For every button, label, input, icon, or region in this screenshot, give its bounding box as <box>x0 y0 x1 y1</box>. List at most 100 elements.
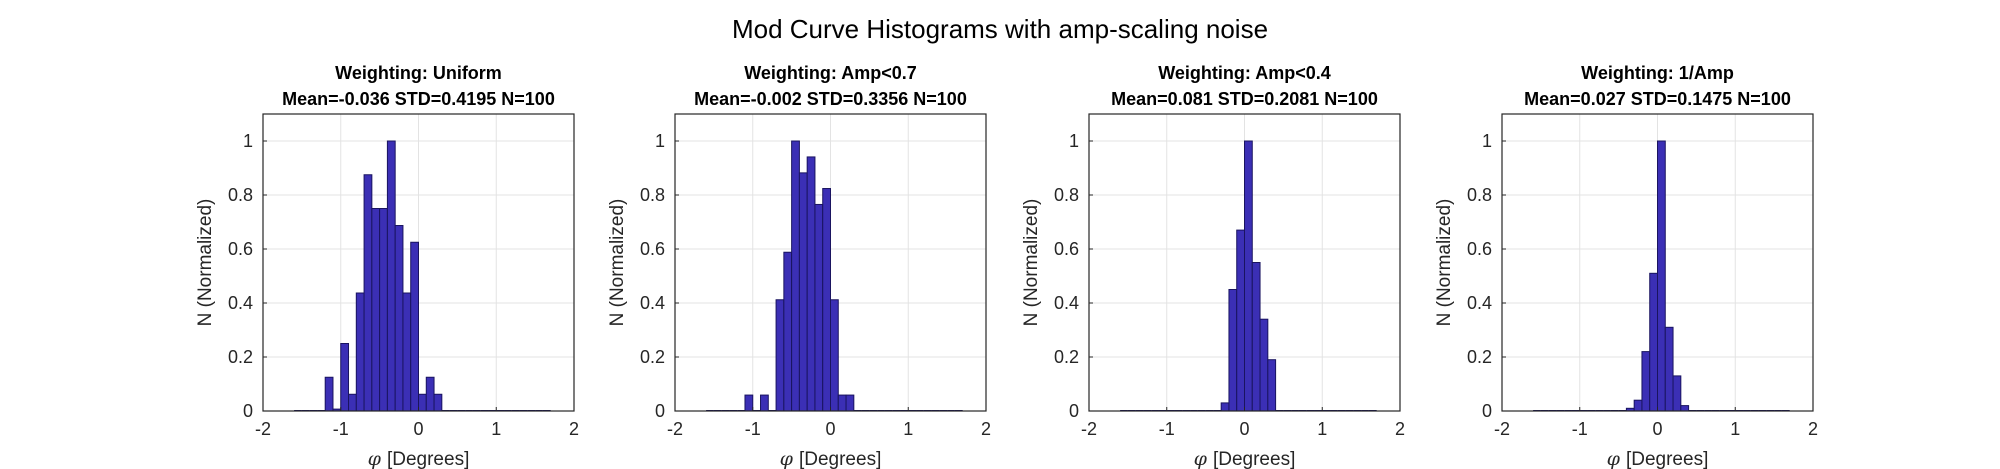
phi-symbol: φ <box>1194 448 1208 469</box>
y-tick-label: 0 <box>1069 401 1079 421</box>
x-axis-label: φ [Degrees] <box>1194 448 1296 469</box>
x-axis-unit: [Degrees] <box>1213 449 1295 469</box>
histogram-bar <box>1633 399 1643 412</box>
histogram-bar <box>1680 405 1690 412</box>
y-tick-label: 0.2 <box>1467 347 1492 367</box>
x-tick-label: -1 <box>1159 419 1175 439</box>
histogram-bar <box>1649 272 1658 412</box>
histogram-bar <box>798 172 808 412</box>
x-tick-label: -2 <box>1494 419 1510 439</box>
histogram-panel-2: -2 -1 0 1 2 0 0.2 0.4 0.6 0.8 1 Weighting: Amp<0.7 M… <box>607 63 991 469</box>
y-axis-label: N (Normalized) <box>195 199 216 327</box>
y-tick-label: 1 <box>243 131 253 151</box>
x-tick-label: 2 <box>981 419 991 439</box>
y-tick-label: 0.4 <box>1054 293 1079 313</box>
y-axis-label: N (Normalized) <box>1434 199 1455 327</box>
histogram-bar <box>371 208 381 412</box>
x-axis-unit: [Degrees] <box>387 449 469 469</box>
histogram-bar <box>806 156 816 412</box>
y-tick-label: 0.2 <box>228 347 253 367</box>
histogram-panel-3: -2 -1 0 1 2 0 0.2 0.4 0.6 0.8 1 Weighting: Amp<0.4 M… <box>1021 63 1405 469</box>
x-tick-label: 0 <box>1239 419 1249 439</box>
phi-symbol: φ <box>368 448 382 469</box>
histogram-bar <box>402 292 412 412</box>
y-axis-label: N (Normalized) <box>1021 199 1042 327</box>
y-tick-label: 1 <box>655 131 665 151</box>
histogram-bar <box>363 174 373 412</box>
panel-title-stats: Mean=-0.036 STD=0.4195 N=100 <box>282 89 555 109</box>
x-tick-label: 1 <box>491 419 501 439</box>
histogram-bar <box>845 394 855 412</box>
x-tick-label: 2 <box>569 419 579 439</box>
histogram-bar <box>1236 229 1245 412</box>
x-tick-label: 0 <box>413 419 423 439</box>
histogram-bar <box>348 393 357 412</box>
panel-title-weighting: Weighting: Amp<0.4 <box>1158 63 1331 83</box>
histogram-bar <box>775 299 785 412</box>
panel-title-weighting: Weighting: Amp<0.7 <box>744 63 917 83</box>
y-tick-label: 0.2 <box>640 347 665 367</box>
histogram-bar <box>1641 351 1651 412</box>
histogram-bar <box>324 376 334 412</box>
x-tick-label: -2 <box>667 419 683 439</box>
y-tick-label: 0.8 <box>1467 185 1492 205</box>
x-tick-label: 2 <box>1395 419 1405 439</box>
x-tick-label: -1 <box>1572 419 1588 439</box>
histogram-bar <box>340 343 350 412</box>
histogram-bar <box>394 225 404 412</box>
x-tick-label: -2 <box>255 419 271 439</box>
y-tick-label: 0.2 <box>1054 347 1079 367</box>
histogram-bar <box>433 393 443 412</box>
y-axis-label: N (Normalized) <box>607 199 628 327</box>
histogram-bar <box>410 241 420 412</box>
histogram-bar <box>1244 140 1253 412</box>
y-tick-label: 0.6 <box>228 239 253 259</box>
histogram-bar <box>1672 375 1682 412</box>
panel-title-weighting: Weighting: 1/Amp <box>1581 63 1734 83</box>
histogram-bar <box>425 376 435 412</box>
y-tick-label: 1 <box>1482 131 1492 151</box>
histogram-bar <box>355 292 365 412</box>
y-tick-label: 0 <box>243 401 253 421</box>
histogram-bar <box>760 394 769 412</box>
panel-title-stats: Mean=0.081 STD=0.2081 N=100 <box>1111 89 1378 109</box>
histogram-bar <box>783 251 793 412</box>
histogram-bar <box>1664 326 1674 412</box>
y-tick-label: 0.4 <box>1467 293 1492 313</box>
histogram-panels: -2 -1 0 1 2 0 0.2 0.4 0.6 0.8 1 Weighting: Uniform M… <box>195 63 1818 469</box>
x-tick-label: 1 <box>1730 419 1740 439</box>
histogram-bar <box>379 208 388 412</box>
x-axis-label: φ [Degrees] <box>1607 448 1709 469</box>
panel-title-stats: Mean=-0.002 STD=0.3356 N=100 <box>694 89 967 109</box>
y-tick-label: 0.4 <box>640 293 665 313</box>
x-tick-label: -1 <box>333 419 349 439</box>
x-tick-label: -1 <box>745 419 761 439</box>
histogram-bar <box>386 140 396 412</box>
histogram-bar <box>1228 289 1238 412</box>
x-axis-unit: [Degrees] <box>799 449 881 469</box>
histogram-bar <box>1220 402 1230 412</box>
histogram-bar <box>814 203 824 412</box>
x-axis-label: φ [Degrees] <box>368 448 470 469</box>
histogram-bar <box>1251 262 1261 412</box>
y-tick-label: 0.4 <box>228 293 253 313</box>
y-tick-label: 0 <box>655 401 665 421</box>
histogram-bar <box>837 394 847 412</box>
x-axis-label: φ [Degrees] <box>780 448 882 469</box>
x-tick-label: -2 <box>1081 419 1097 439</box>
y-tick-label: 0.6 <box>1467 239 1492 259</box>
histogram-bar <box>1267 359 1277 412</box>
x-tick-label: 1 <box>1317 419 1327 439</box>
histogram-panel-1: -2 -1 0 1 2 0 0.2 0.4 0.6 0.8 1 Weighting: Uniform M… <box>195 63 579 469</box>
phi-symbol: φ <box>1607 448 1621 469</box>
histogram-bar <box>791 140 800 412</box>
histogram-panel-4: -2 -1 0 1 2 0 0.2 0.4 0.6 0.8 1 Weighting: 1/Amp Mea… <box>1434 63 1818 469</box>
histogram-bar <box>830 299 839 412</box>
panel-title-stats: Mean=0.027 STD=0.1475 N=100 <box>1524 89 1791 109</box>
y-tick-label: 0.6 <box>640 239 665 259</box>
histogram-bar <box>1657 140 1666 412</box>
histogram-bar <box>1259 318 1269 412</box>
histogram-bar <box>418 393 427 412</box>
y-tick-label: 1 <box>1069 131 1079 151</box>
